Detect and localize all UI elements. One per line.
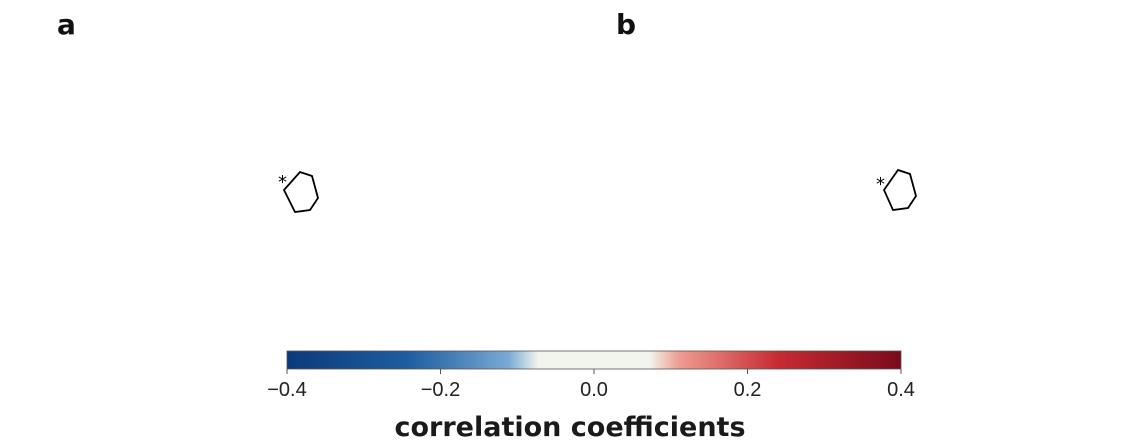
land-greenland-b — [842, 105, 879, 201]
anomaly-blob — [200, 263, 240, 287]
anomaly-blob — [322, 95, 378, 155]
anomaly-blob — [918, 189, 962, 221]
anomaly-blob — [672, 208, 708, 232]
colorbar-title: correlation coefficients — [394, 412, 745, 441]
anomaly-blob — [245, 284, 305, 308]
anomaly-blob — [175, 96, 215, 124]
map-panel-a: a — [57, 8, 490, 308]
anomaly-blob — [220, 210, 290, 260]
colorbar-tick-label: 0.2 — [734, 379, 762, 401]
land-europe — [440, 163, 490, 210]
anomaly-blob — [158, 155, 202, 215]
anomaly-blob — [878, 75, 922, 165]
anomaly-blob — [286, 76, 314, 104]
anomaly-blob — [820, 215, 880, 265]
anomaly-blob — [248, 235, 308, 285]
colorbar-tick-label: −0.4 — [267, 379, 306, 401]
anomaly-blob — [935, 105, 985, 175]
land-europe-b — [1000, 165, 1050, 212]
anomaly-blob — [393, 106, 417, 134]
anomaly-blob — [131, 223, 159, 247]
anomaly-blob — [840, 225, 940, 295]
colorbar-tick-label: −0.2 — [421, 379, 460, 401]
anomaly-blob — [770, 168, 830, 212]
anomaly-blob — [694, 127, 746, 163]
colorbar: −0.4 −0.2 0.0 0.2 0.4 correlation coefficien… — [267, 350, 915, 441]
anomaly-blob — [230, 110, 270, 190]
anomaly-blob — [625, 150, 695, 200]
anomaly-blob — [350, 210, 410, 250]
site-marker-a: * — [278, 172, 287, 193]
site-marker-b: * — [876, 174, 885, 195]
anomaly-blob — [438, 206, 482, 234]
anomaly-blob — [811, 278, 859, 302]
correlation-field-a — [60, 66, 490, 308]
land-north-america-b — [650, 124, 766, 265]
anomaly-blob — [1038, 150, 1082, 190]
map-panel-b: b — [616, 8, 1082, 302]
anomaly-blob — [392, 254, 448, 286]
anomaly-blob — [385, 120, 425, 180]
anomaly-blob — [194, 66, 270, 110]
colorbar-tick-label: 0.4 — [887, 379, 915, 401]
correlation-field-b — [625, 75, 1082, 302]
anomaly-blob — [964, 259, 1016, 291]
anomaly-blob — [319, 187, 371, 223]
study-region-outline-a — [282, 170, 319, 213]
anomaly-blob — [810, 90, 850, 120]
land-north-america — [60, 118, 176, 273]
colorbar-ticks: −0.4 −0.2 0.0 0.2 0.4 — [267, 369, 915, 401]
anomaly-blob — [1017, 243, 1053, 267]
panel-label-a: a — [57, 8, 76, 41]
anomaly-blob — [332, 243, 388, 267]
study-region-outline-b — [882, 168, 917, 211]
anomaly-blob — [840, 85, 880, 145]
colorbar-tick-label: 0.0 — [580, 379, 608, 401]
anomaly-blob — [740, 115, 800, 165]
panel-label-b: b — [616, 8, 636, 41]
anomaly-blob — [988, 100, 1032, 160]
colorbar-ramp — [286, 350, 902, 370]
anomaly-blob — [731, 191, 759, 219]
anomaly-blob — [182, 275, 218, 295]
anomaly-blob — [760, 241, 800, 269]
anomaly-blob — [932, 230, 988, 270]
anomaly-blob — [300, 85, 336, 175]
